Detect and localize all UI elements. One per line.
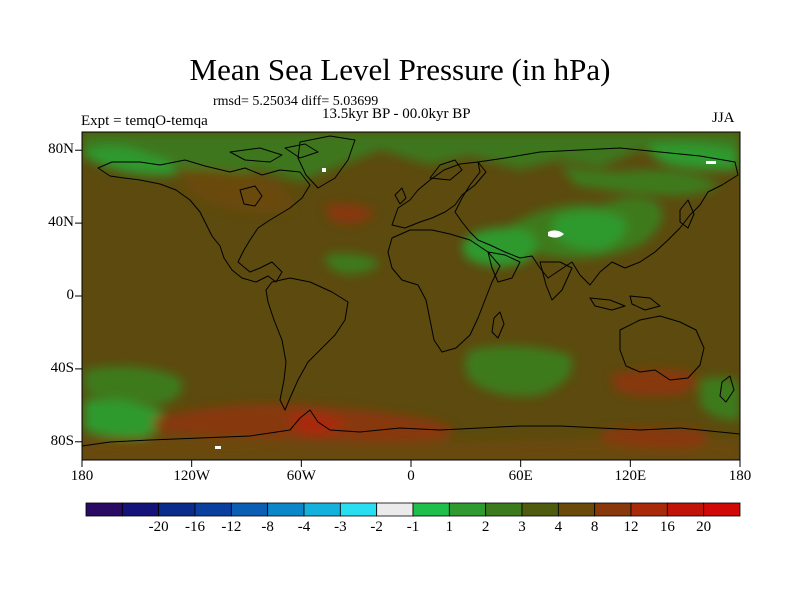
- anomaly-patch: [560, 165, 720, 196]
- anomaly-patch: [600, 427, 708, 449]
- colorbar-label: 2: [481, 519, 490, 535]
- colorbar-label: 4: [554, 519, 563, 535]
- coastline-indonesia: [589, 295, 661, 311]
- colorbar-box: [557, 502, 596, 517]
- lon-tick-label: 0: [407, 468, 415, 484]
- colorbar-box: [485, 502, 523, 517]
- anomaly-patch: [552, 211, 626, 250]
- anomaly-field: [82, 132, 740, 460]
- coastline-japan: [679, 199, 695, 229]
- colorbar-label: 20: [696, 519, 712, 535]
- colorbar-box: [121, 502, 160, 517]
- colorbar-label: 12: [623, 519, 639, 535]
- colorbar-label: -16: [185, 519, 205, 535]
- coastline-hudson: [239, 185, 263, 207]
- colorbar: [85, 502, 741, 517]
- anomaly-patch: [700, 376, 740, 421]
- colorbar-label: 16: [659, 519, 675, 535]
- lat-tick-label: 80N: [48, 141, 74, 158]
- colorbar-box: [230, 502, 269, 517]
- lat-tick-label: 40N: [48, 214, 74, 231]
- anomaly-patch: [180, 169, 293, 214]
- colorbar-box: [194, 502, 232, 517]
- anomaly-patch: [465, 346, 572, 396]
- colorbar-label: -8: [261, 519, 274, 535]
- coastlines: [82, 135, 740, 447]
- colorbar-label: -2: [370, 519, 383, 535]
- colorbar-label: 3: [518, 519, 526, 535]
- anomaly-patch: [325, 203, 375, 225]
- colorbar-box: [630, 502, 668, 517]
- coastline-north-america: [97, 159, 311, 283]
- lat-ticks: [75, 149, 82, 443]
- colorbar-label: 8: [590, 519, 599, 535]
- colorbar-box: [448, 502, 487, 517]
- experiment-label: Expt = temqO-temqa: [81, 113, 208, 129]
- colorbar-box: [412, 502, 450, 517]
- colorbar-label: -3: [334, 519, 347, 535]
- anomaly-patch: [84, 146, 176, 176]
- colorbar-label: -1: [406, 519, 420, 535]
- lat-tick-label: 0: [66, 287, 75, 303]
- anomaly-patch: [84, 366, 183, 405]
- period-label: 13.5kyr BP - 00.0kyr BP: [322, 106, 471, 122]
- stats-line: rmsd= 5.25034 diff= 5.03699: [213, 94, 379, 109]
- colorbar-box: [339, 502, 378, 517]
- lat-tick-label: 40S: [50, 359, 74, 376]
- colorbar-box: [594, 502, 632, 517]
- coastline-uk: [394, 187, 407, 205]
- coastline-arabia: [487, 251, 521, 283]
- coastline-new-zealand: [719, 375, 735, 403]
- colorbar-box: [85, 502, 123, 517]
- coastline-arctic-islands: [229, 143, 319, 163]
- anomaly-highlights: [215, 161, 716, 449]
- colorbar-label: -4: [297, 519, 311, 535]
- colorbar-label: 1: [445, 519, 454, 535]
- lon-tick-label: 120E: [614, 468, 647, 484]
- lon-tick-label: 60E: [508, 468, 533, 484]
- anomaly-patch: [82, 132, 740, 182]
- coastline-asia: [454, 147, 739, 286]
- coastline-madagascar: [491, 311, 505, 339]
- colorbar-box: [703, 502, 741, 517]
- lat-tick-label: 80S: [50, 432, 74, 449]
- colorbar-box: [267, 502, 305, 517]
- lon-tick-label: 180: [728, 468, 752, 484]
- coastline-scandinavia: [429, 159, 463, 181]
- coastline-africa: [387, 229, 501, 353]
- coastline-greenland: [297, 135, 356, 189]
- colorbar-label: -20: [148, 519, 169, 535]
- anomaly-patch: [610, 369, 696, 397]
- coastline-south-america: [265, 277, 349, 411]
- lon-tick-label: 180: [70, 468, 94, 484]
- anomaly-patch: [325, 253, 380, 275]
- coastline-europe: [391, 161, 487, 229]
- colorbar-box: [303, 502, 341, 517]
- coastline-antarctica: [82, 409, 740, 447]
- lon-tick-label: 120W: [173, 468, 210, 484]
- coastline-australia: [619, 315, 705, 381]
- chart-title: Mean Sea Level Pressure (in hPa): [189, 52, 611, 87]
- colorbar-label: -12: [221, 519, 242, 535]
- lon-tick-label: 60W: [286, 468, 316, 484]
- colorbar-box: [521, 502, 559, 517]
- colorbar-box: [376, 502, 414, 517]
- anomaly-patch: [82, 436, 740, 460]
- anomaly-patch: [84, 398, 163, 438]
- colorbar-box: [666, 502, 705, 517]
- season-label: JJA: [712, 110, 735, 126]
- coastline-india: [539, 261, 573, 301]
- lon-ticks: [81, 460, 741, 467]
- colorbar-box: [158, 502, 196, 517]
